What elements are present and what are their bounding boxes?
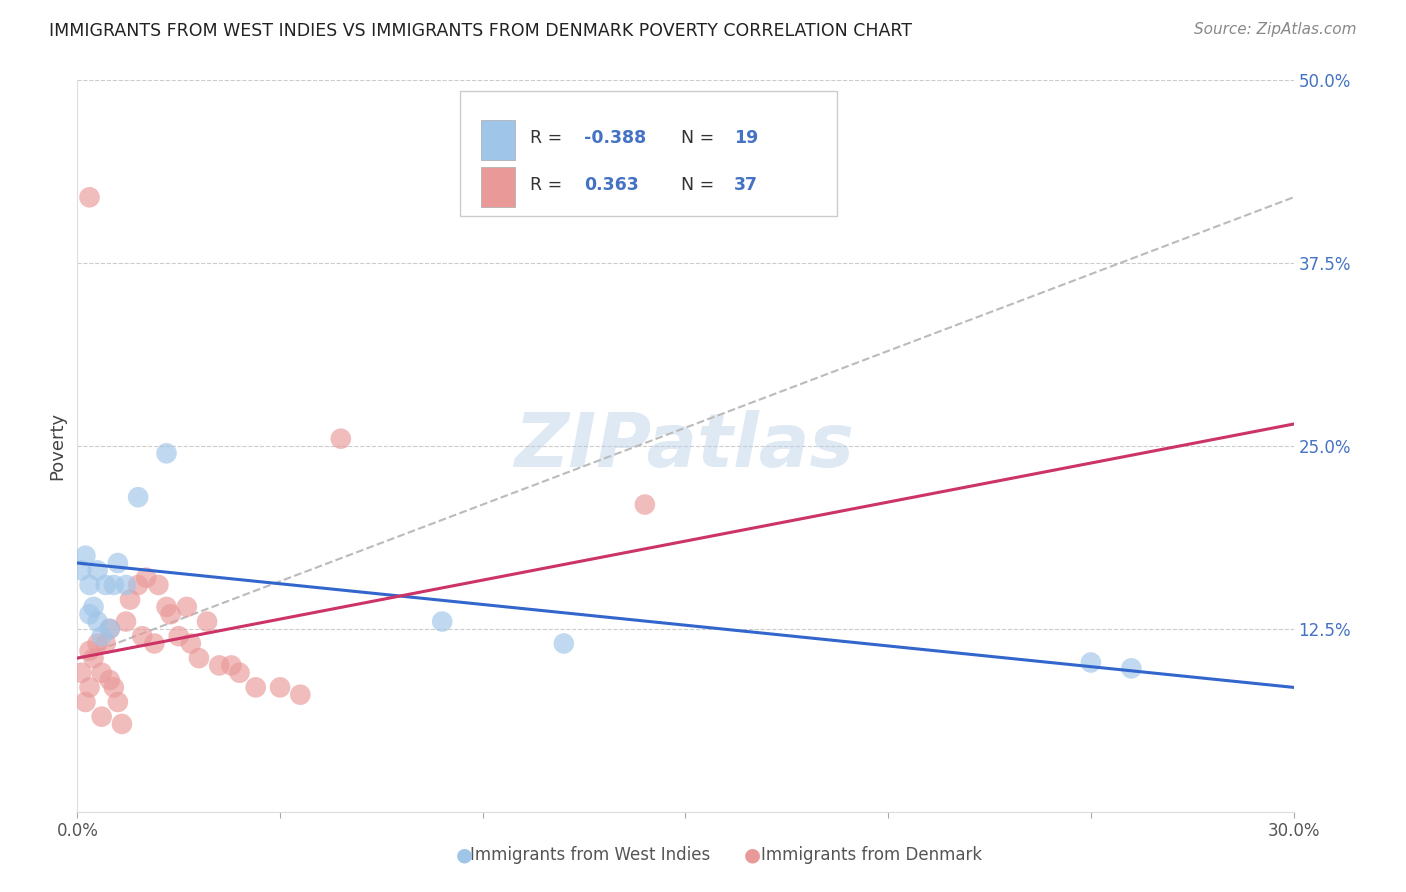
Point xyxy=(86,636,108,650)
Text: ●: ● xyxy=(744,845,761,864)
Text: N =: N = xyxy=(669,129,720,147)
Point xyxy=(107,695,129,709)
Point xyxy=(70,563,93,577)
Point xyxy=(155,599,177,614)
Text: Source: ZipAtlas.com: Source: ZipAtlas.com xyxy=(1194,22,1357,37)
Point xyxy=(90,709,112,723)
Point xyxy=(180,636,202,650)
Point xyxy=(86,615,108,629)
Text: Immigrants from Denmark: Immigrants from Denmark xyxy=(761,846,983,863)
Point xyxy=(118,592,141,607)
Point xyxy=(79,578,101,592)
Text: R =: R = xyxy=(530,129,568,147)
Text: IMMIGRANTS FROM WEST INDIES VS IMMIGRANTS FROM DENMARK POVERTY CORRELATION CHART: IMMIGRANTS FROM WEST INDIES VS IMMIGRANT… xyxy=(49,22,912,40)
Point xyxy=(79,190,101,204)
Point xyxy=(228,665,250,680)
Point xyxy=(155,446,177,460)
Point xyxy=(103,681,125,695)
Point xyxy=(98,622,121,636)
Point xyxy=(245,681,267,695)
Point xyxy=(1080,656,1102,670)
Point xyxy=(553,636,575,650)
Point xyxy=(111,717,134,731)
Point xyxy=(94,578,117,592)
Point xyxy=(143,636,166,650)
Point xyxy=(79,644,101,658)
Point xyxy=(70,665,93,680)
Point xyxy=(329,432,352,446)
Point xyxy=(290,688,312,702)
Point xyxy=(115,578,138,592)
Point xyxy=(90,629,112,643)
Text: 19: 19 xyxy=(734,129,758,147)
Point xyxy=(98,622,121,636)
Point xyxy=(83,599,105,614)
Point xyxy=(103,578,125,592)
Point xyxy=(115,615,138,629)
Y-axis label: Poverty: Poverty xyxy=(48,412,66,480)
Point xyxy=(83,651,105,665)
Point xyxy=(1121,661,1143,675)
Text: 0.363: 0.363 xyxy=(585,176,640,194)
Point xyxy=(75,549,97,563)
Point xyxy=(208,658,231,673)
Text: ●: ● xyxy=(456,845,472,864)
Point xyxy=(269,681,291,695)
Text: N =: N = xyxy=(669,176,720,194)
Point xyxy=(159,607,181,622)
Point xyxy=(135,571,157,585)
Point xyxy=(131,629,153,643)
Point xyxy=(127,490,149,504)
Point xyxy=(79,681,101,695)
Point xyxy=(221,658,243,673)
Point xyxy=(79,607,101,622)
Point xyxy=(90,665,112,680)
Point xyxy=(98,673,121,687)
Point xyxy=(634,498,657,512)
Text: -0.388: -0.388 xyxy=(585,129,647,147)
Point xyxy=(127,578,149,592)
Point xyxy=(94,636,117,650)
FancyBboxPatch shape xyxy=(481,120,515,161)
Text: R =: R = xyxy=(530,176,574,194)
Text: Immigrants from West Indies: Immigrants from West Indies xyxy=(471,846,710,863)
Point xyxy=(148,578,170,592)
Point xyxy=(86,563,108,577)
Text: ZIPatlas: ZIPatlas xyxy=(516,409,855,483)
Point xyxy=(195,615,218,629)
Point xyxy=(430,615,453,629)
Point xyxy=(167,629,190,643)
Text: 37: 37 xyxy=(734,176,758,194)
Point xyxy=(107,556,129,570)
FancyBboxPatch shape xyxy=(481,167,515,207)
Point xyxy=(188,651,211,665)
Point xyxy=(75,695,97,709)
Point xyxy=(176,599,198,614)
FancyBboxPatch shape xyxy=(460,91,838,216)
